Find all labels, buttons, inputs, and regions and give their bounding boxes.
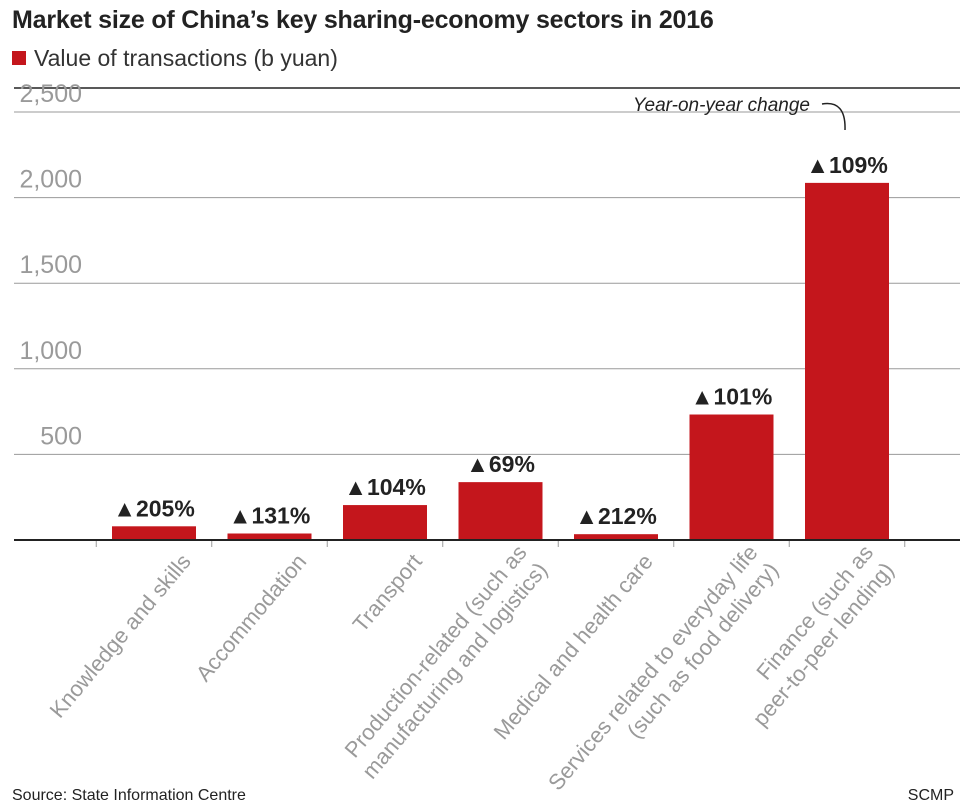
bar — [689, 414, 774, 540]
legend-swatch — [12, 51, 26, 65]
data-label: ▲131% — [229, 502, 311, 528]
y-tick-label: 2,000 — [19, 166, 82, 194]
data-label: ▲101% — [691, 384, 773, 410]
y-tick-label: 2,500 — [19, 80, 82, 108]
y-tick-labels: 500 1,000 1,500 2,000 2,500 — [19, 80, 82, 450]
bar — [227, 533, 312, 540]
category-label: Finance (such aspeer-to-peer lending) — [727, 540, 899, 731]
bars — [112, 182, 889, 540]
annotation-leader — [821, 102, 846, 131]
y-tick-label: 1,500 — [19, 251, 82, 279]
source-note: Source: State Information Centre — [12, 787, 246, 804]
credit: SCMP — [907, 787, 954, 804]
legend: Value of transactions (b yuan) — [12, 44, 338, 72]
category-label: Services related to everyday life(such a… — [543, 540, 783, 812]
grid-lines — [14, 87, 960, 455]
bar — [112, 526, 196, 540]
annotation: Year-on-year change — [633, 95, 846, 131]
annotation-text: Year-on-year change — [633, 95, 810, 116]
category-label: Accommodation — [191, 549, 312, 686]
y-tick-label: 500 — [40, 422, 82, 450]
category-label: Knowledge and skills — [45, 549, 196, 722]
category-label: Production-related (such asmanufacturing… — [336, 540, 552, 783]
bar — [343, 505, 427, 540]
category-label: Transport — [348, 549, 427, 637]
data-label: ▲69% — [466, 451, 535, 477]
y-tick-label: 1,000 — [19, 337, 82, 365]
data-label: ▲109% — [806, 152, 888, 178]
bar — [574, 534, 658, 540]
data-labels: ▲205% ▲131% ▲104% ▲69% ▲212% ▲101% ▲109% — [113, 152, 888, 529]
bar — [805, 182, 889, 540]
legend-label: Value of transactions (b yuan) — [34, 44, 338, 71]
data-label: ▲205% — [113, 495, 195, 521]
chart-title: Market size of China’s key sharing-econo… — [12, 6, 714, 34]
data-label: ▲104% — [344, 474, 426, 500]
bar — [458, 482, 543, 540]
data-label: ▲212% — [575, 503, 657, 529]
